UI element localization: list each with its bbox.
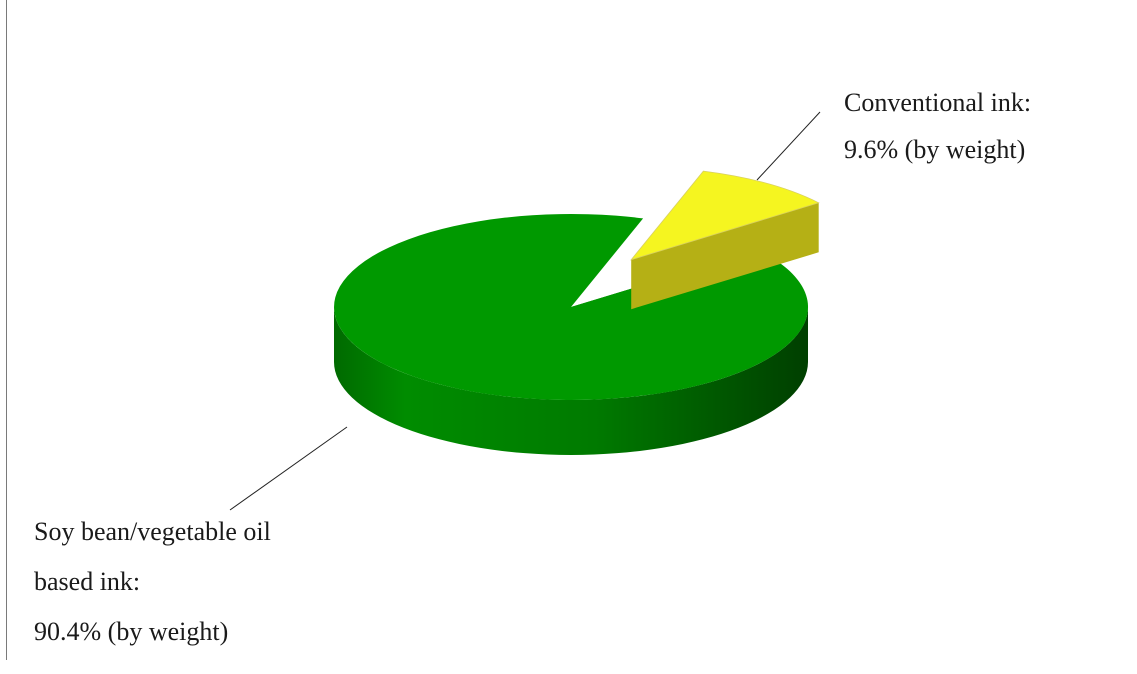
conventional-leader-line [756,111,821,181]
conventional-label: Conventional ink: 9.6% (by weight) [844,88,1038,164]
soy-label: Soy bean/vegetable oil based ink: 90.4% … [34,517,277,646]
soy-slice-top [334,213,809,400]
soy-leader-line [229,426,348,511]
conventional-label-line-1: Conventional ink: [844,88,1031,117]
conventional-slice-top [630,170,820,261]
conventional-label-line-2: 9.6% (by weight) [844,135,1025,164]
frame-border [6,0,7,660]
soy-label-line-2: based ink: [34,567,140,596]
soy-label-line-1: Soy bean/vegetable oil [34,517,271,546]
conventional-slice-side [631,202,819,310]
conventional-slice-group [630,170,820,310]
soy-slice-side [334,307,808,455]
soy-label-line-3: 90.4% (by weight) [34,617,228,646]
